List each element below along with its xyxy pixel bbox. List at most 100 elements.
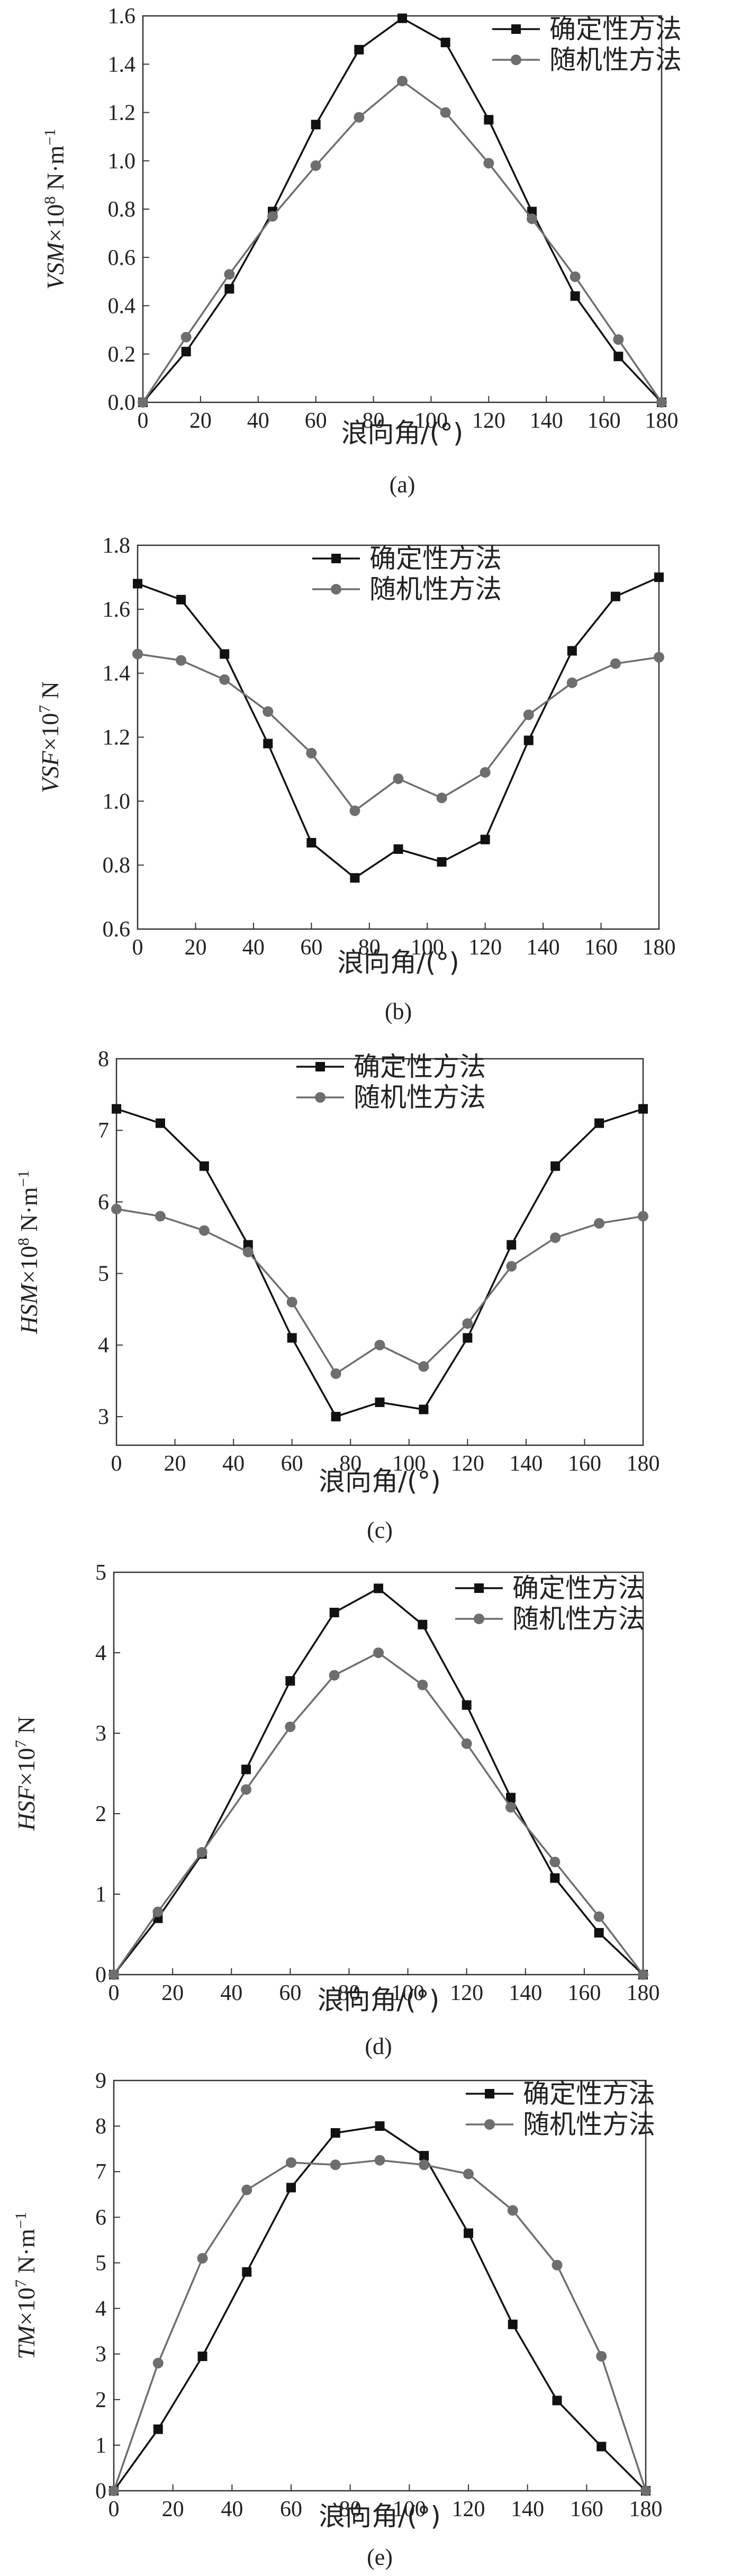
- y-label-quantity: VSF: [37, 751, 64, 793]
- data-point-random: [111, 1203, 122, 1214]
- x-tick-label: 80: [338, 1981, 360, 2005]
- data-point-random: [373, 1647, 384, 1658]
- x-tick-label: 100: [392, 1452, 426, 1476]
- data-point-random: [132, 648, 143, 660]
- data-point-deterministic: [155, 1118, 165, 1128]
- data-point-deterministic: [508, 2319, 518, 2329]
- data-point-random: [436, 792, 447, 804]
- chart-e: 0 20 40 60 80 100 120 140 160 180 0 1 2 3 4 5 6 7 8 9 浪向角/(°…: [12, 2069, 663, 2570]
- data-point-random: [354, 112, 365, 123]
- data-point-random: [152, 1906, 164, 1917]
- data-point-deterministic: [397, 13, 407, 23]
- chart-panel-c: 0 20 40 60 80 100 120 140 160 180 3 4 5 6 7 8 浪向角/(°) HSM…: [0, 1038, 750, 1556]
- data-point-deterministic: [329, 1608, 339, 1617]
- x-tick-label: 20: [184, 935, 206, 960]
- data-point-random: [329, 1670, 340, 1681]
- legend-marker: [511, 24, 521, 34]
- x-tick-label: 0: [109, 2497, 120, 2521]
- x-tick-label: 120: [450, 1981, 483, 2005]
- series-line-random: [113, 2159, 647, 2491]
- data-point-random: [176, 655, 187, 666]
- x-tick-label: 0: [138, 409, 149, 433]
- figure-caption: (b): [385, 998, 412, 1024]
- y-tick-label: 1.0: [103, 789, 131, 814]
- y-label-exponent: 7: [36, 705, 53, 713]
- x-tick-label: 80: [339, 2497, 362, 2521]
- x-tick-label: 40: [247, 409, 269, 433]
- data-point-deterministic: [440, 38, 450, 48]
- data-point-random: [197, 2253, 208, 2264]
- data-point-deterministic: [241, 1764, 251, 1775]
- series-line-random: [142, 79, 663, 403]
- x-tick-label: 180: [627, 1981, 660, 2005]
- data-point-random: [552, 2259, 563, 2271]
- data-point-random: [138, 397, 148, 408]
- data-point-deterministic: [527, 206, 537, 217]
- x-tick-label: 120: [451, 1452, 484, 1476]
- data-point-random: [241, 1784, 251, 1795]
- x-tick-label: 60: [305, 409, 327, 433]
- x-axis-label: 浪向角/(°): [318, 1985, 440, 2015]
- data-point-random: [462, 1318, 473, 1329]
- x-tick-label: 120: [468, 935, 502, 960]
- data-point-random: [285, 1721, 296, 1732]
- legend-label: 确定性方法: [354, 1051, 486, 1082]
- data-point-deterministic: [570, 291, 580, 301]
- data-point-random: [198, 1225, 210, 1236]
- data-point-deterministic: [594, 1118, 604, 1128]
- y-tick-label: 1.6: [108, 4, 136, 29]
- y-label-scale: ×10: [15, 1246, 42, 1284]
- legend-label: 随机性方法: [549, 44, 682, 75]
- x-tick-label: 100: [393, 2497, 426, 2521]
- data-point-deterministic: [181, 347, 191, 357]
- data-point-random: [310, 160, 321, 171]
- y-label-exponent: 7: [12, 2280, 30, 2287]
- data-point-deterministic: [285, 1676, 295, 1686]
- y-label-unit-exponent: −1: [15, 1170, 32, 1187]
- chart-a: 0 20 40 60 80 100 120 140 160 180 0.0 0.2 0.4 0.6 0.8 1…: [41, 4, 682, 498]
- data-point-deterministic: [462, 1700, 472, 1710]
- x-tick-label: 80: [358, 935, 381, 960]
- series-line-deterministic: [113, 1587, 644, 1976]
- data-point-random: [306, 747, 317, 759]
- x-tick-label: 0: [132, 935, 143, 960]
- data-point-deterministic: [199, 1161, 209, 1171]
- data-point-deterministic: [613, 352, 624, 362]
- data-point-deterministic: [419, 2151, 429, 2161]
- y-tick-label: 6: [98, 1190, 109, 1214]
- x-axis-label: 浪向角/(°): [341, 418, 464, 448]
- data-point-deterministic: [375, 1397, 385, 1407]
- data-point-deterministic: [419, 1404, 429, 1415]
- y-tick-label: 1.2: [108, 101, 136, 125]
- data-point-deterministic: [638, 1104, 648, 1114]
- y-label-exponent: 8: [15, 1238, 32, 1246]
- data-point-deterministic: [393, 844, 403, 854]
- data-point-deterministic: [176, 595, 186, 605]
- data-point-deterministic: [153, 2424, 163, 2434]
- data-point-random: [224, 269, 235, 280]
- figure-caption: (a): [390, 472, 415, 498]
- data-point-random: [613, 334, 624, 345]
- x-tick-label: 160: [584, 935, 618, 960]
- x-tick-label: 60: [281, 1452, 303, 1476]
- y-label-unit-exponent: −1: [12, 2212, 30, 2229]
- data-point-random: [286, 1296, 297, 1308]
- data-point-deterministic: [506, 1793, 516, 1803]
- data-point-deterministic: [550, 1873, 560, 1883]
- data-point-deterministic: [330, 2128, 340, 2138]
- data-point-random: [418, 1361, 429, 1372]
- y-label-exponent: 8: [41, 196, 59, 204]
- x-tick-label: 140: [509, 1452, 543, 1476]
- data-point-deterministic: [242, 2267, 252, 2277]
- y-tick-label: 3: [98, 1405, 109, 1429]
- x-tick-label: 20: [161, 1981, 184, 2005]
- y-axis-label: VSM×108 N·m−1: [41, 129, 69, 290]
- data-point-random: [656, 397, 667, 408]
- y-label-scale: ×10: [13, 1748, 40, 1786]
- data-point-random: [374, 1339, 385, 1350]
- x-tick-label: 0: [109, 1981, 120, 2005]
- x-tick-label: 160: [570, 2497, 603, 2521]
- data-point-deterministic: [243, 1240, 253, 1250]
- data-point-random: [549, 1857, 561, 1868]
- data-point-deterministic: [306, 837, 317, 848]
